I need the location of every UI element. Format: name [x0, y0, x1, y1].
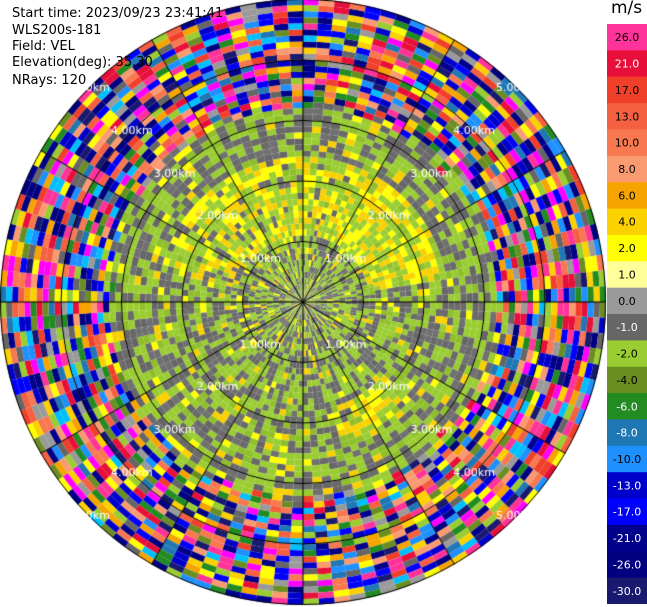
colorbar-tick-label: -6.0: [616, 400, 637, 413]
colorbar-swatch: [607, 129, 647, 157]
colorbar-swatch: [607, 524, 647, 552]
colorbar-tick-label: 26.0: [615, 31, 640, 44]
colorbar-swatch: [607, 261, 647, 289]
colorbar-tick-label: -10.0: [613, 453, 641, 466]
colorbar-swatch: [607, 419, 647, 447]
colorbar-swatch: [607, 24, 647, 51]
colorbar-swatch: [607, 234, 647, 262]
colorbar-swatch: [607, 340, 647, 368]
colorbar-tick-label: 10.0: [615, 137, 640, 150]
colorbar-swatch: [607, 445, 647, 473]
colorbar-tick-label: -21.0: [613, 532, 641, 545]
colorbar-tick-label: -8.0: [616, 427, 637, 440]
colorbar-swatch: [607, 472, 647, 500]
colorbar-tick-label: -4.0: [616, 374, 637, 387]
colorbar-tick-label: -17.0: [613, 506, 641, 519]
colorbar-tick-label: 2.0: [618, 242, 636, 255]
colorbar-tick-label: -13.0: [613, 479, 641, 492]
colorbar-tick-label: 6.0: [618, 189, 636, 202]
colorbar-swatch: [607, 208, 647, 236]
nrays-label: NRays: 120: [12, 73, 87, 88]
colorbar-tick-label: 1.0: [618, 268, 636, 281]
colorbar-swatch: [607, 182, 647, 210]
field-label: Field: VEL: [12, 39, 75, 54]
colorbar-swatch: [607, 103, 647, 130]
colorbar-tick-label: 13.0: [615, 110, 640, 123]
colorbar-swatch: [607, 577, 647, 604]
colorbar-tick-label: -26.0: [613, 558, 641, 571]
elevation-label: Elevation(deg): 35.30: [12, 55, 153, 70]
colorbar-tick-label: 8.0: [618, 163, 636, 176]
colorbar-tick-label: -2.0: [616, 348, 637, 361]
colorbar-tick-label: 21.0: [615, 58, 640, 71]
colorbar-tick-label: 4.0: [618, 216, 636, 229]
start-time-label: Start time: 2023/09/23 23:41:41: [12, 6, 224, 21]
colorbar-swatch: [607, 314, 647, 341]
colorbar-swatch: [607, 393, 647, 420]
colorbar-swatch: [607, 50, 647, 78]
colorbar-tick-label: 17.0: [615, 84, 640, 97]
colorbar-swatch: [607, 155, 647, 183]
colorbar-swatch: [607, 498, 647, 526]
colorbar-tick-label: 0.0: [618, 295, 636, 308]
colorbar-swatch: [607, 287, 647, 315]
colorbar-swatch: [607, 366, 647, 394]
colorbar-tick-label: -30.0: [613, 585, 641, 598]
colorbar-swatch: [607, 551, 647, 579]
instrument-label: WLS200s-181: [12, 23, 102, 38]
colorbar-unit: m/s: [611, 0, 643, 18]
colorbar-swatch: [607, 76, 647, 104]
colorbar-tick-label: -1.0: [616, 321, 637, 334]
colorbar: 26.0 21.0 17.0 13.0 10.0 8.0 6.0 4.0 2.0 1.0 0.0 -1…: [607, 24, 647, 604]
